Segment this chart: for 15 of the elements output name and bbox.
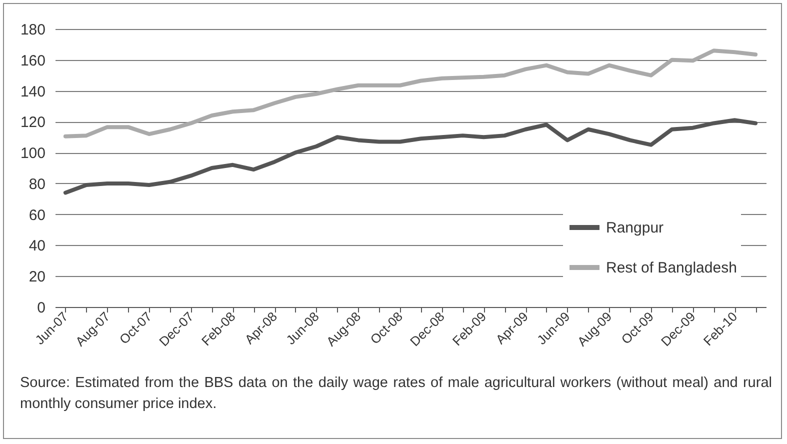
y-tick-label: 120	[20, 114, 46, 132]
line-series	[63, 48, 758, 138]
line-series	[63, 118, 758, 195]
y-tick-label: 80	[28, 176, 46, 193]
y-tick-label: 140	[20, 83, 46, 100]
y-tick-label: 0	[37, 300, 46, 316]
y-tick-label: 100	[20, 145, 46, 162]
y-tick-label: 40	[28, 238, 46, 255]
source-note: Source: Estimated from the BBS data on the daily wage rates of male agricultural workers (without meal) and rural monthly consumer price index.	[20, 374, 772, 414]
legend-label: Rangpur	[606, 220, 664, 236]
y-tick-label: 60	[28, 206, 46, 224]
y-tick-label: 20	[28, 268, 46, 286]
y-tick-label: 180	[20, 22, 46, 38]
legend-label: Rest of Bangladesh	[606, 260, 737, 276]
y-tick-label: 160	[20, 52, 46, 70]
